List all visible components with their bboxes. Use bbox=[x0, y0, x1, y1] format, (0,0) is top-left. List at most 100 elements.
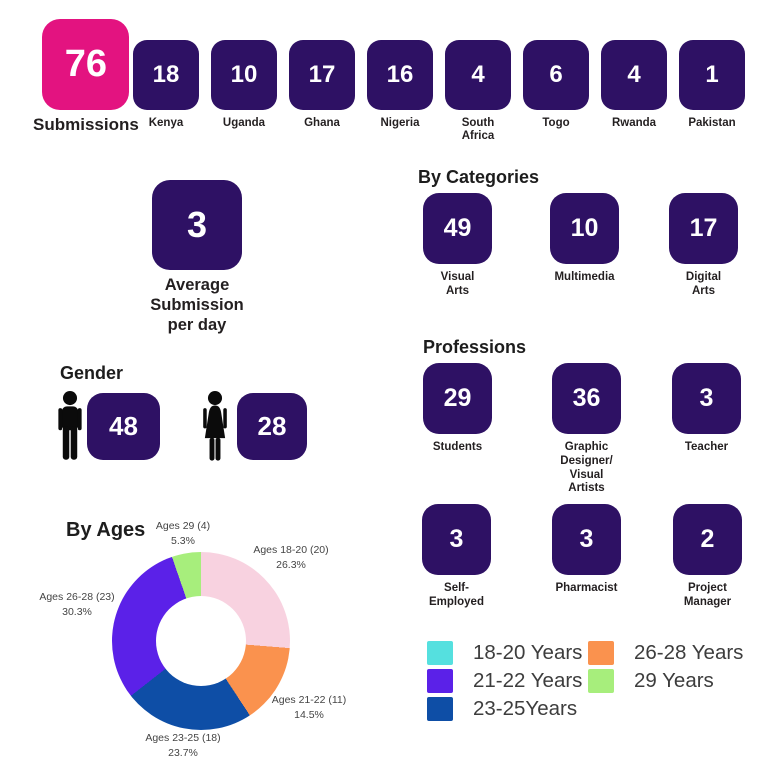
donut-label-ages-18-20: Ages 18-20 (20) 26.3% bbox=[226, 543, 356, 572]
profession-box: 3 bbox=[422, 504, 491, 575]
country-box: 10 bbox=[211, 40, 277, 110]
profession-stat-students: 29 Students bbox=[423, 363, 492, 455]
donut-label-pct: 30.3% bbox=[62, 605, 92, 618]
donut-label-pct: 26.3% bbox=[276, 558, 306, 571]
donut-label-text: Ages 26-28 (23) bbox=[39, 591, 115, 603]
country-value: 16 bbox=[386, 61, 414, 88]
legend-item-23-25: 23-25Years bbox=[427, 697, 577, 721]
country-box: 6 bbox=[523, 40, 589, 110]
legend-swatch-21-22 bbox=[427, 669, 453, 693]
country-label: South Africa bbox=[461, 117, 495, 143]
profession-label: Pharmacist bbox=[555, 582, 618, 594]
legend-swatch-29 bbox=[588, 669, 614, 693]
male-count: 48 bbox=[109, 411, 138, 441]
donut-label-ages-23-25: Ages 23-25 (18) 23.7% bbox=[118, 731, 248, 760]
submissions-label: Submissions bbox=[33, 115, 139, 134]
donut-label-text: Ages 21-22 (11) bbox=[271, 694, 347, 706]
legend-label: 23-25Years bbox=[473, 697, 578, 720]
category-label: Multimedia bbox=[554, 271, 615, 283]
donut-label-ages-21-22: Ages 21-22 (11) 14.5% bbox=[244, 693, 374, 722]
average-submission-stat: 3 Average Submission per day bbox=[142, 180, 252, 335]
gender-heading: Gender bbox=[60, 363, 124, 383]
donut-label-text: Ages 23-25 (18) bbox=[145, 732, 221, 744]
country-stat-pakistan: 1 Pakistan bbox=[679, 40, 745, 143]
professions-heading: Professions bbox=[423, 337, 527, 357]
ages-heading: By Ages bbox=[66, 519, 146, 541]
profession-label: Students bbox=[432, 441, 483, 453]
category-value: 10 bbox=[570, 214, 599, 242]
country-label: Kenya bbox=[148, 117, 184, 129]
country-value: 4 bbox=[627, 61, 641, 88]
profession-value: 36 bbox=[572, 384, 601, 412]
profession-stat-graphic-designer: 36 Graphic Designer/ Visual Artists bbox=[552, 363, 621, 496]
profession-stat-teacher: 3 Teacher bbox=[672, 363, 741, 455]
average-label: Average Submission per day bbox=[150, 276, 244, 334]
submissions-value: 76 bbox=[64, 43, 108, 85]
country-stat-togo: 6 Togo bbox=[523, 40, 589, 143]
donut-label-pct: 23.7% bbox=[168, 746, 198, 759]
profession-value: 3 bbox=[449, 525, 464, 553]
legend-swatch-23-25 bbox=[427, 697, 453, 721]
male-count-box: 48 bbox=[87, 393, 160, 460]
country-label: Uganda bbox=[222, 117, 266, 129]
ages-donut-chart bbox=[112, 552, 290, 730]
male-icon bbox=[54, 391, 86, 465]
average-value: 3 bbox=[186, 204, 208, 245]
donut-label-text: Ages 18-20 (20) bbox=[253, 544, 329, 556]
countries-row: 18 Kenya 10 Uganda 17 Ghana 16 Nigeria 4… bbox=[133, 40, 745, 143]
category-stat-multimedia: 10 Multimedia bbox=[550, 193, 619, 285]
donut-label-text: Ages 29 (4) bbox=[155, 520, 211, 532]
country-value: 17 bbox=[308, 61, 336, 88]
profession-stat-pharmacist: 3 Pharmacist bbox=[552, 504, 621, 596]
country-stat-rwanda: 4 Rwanda bbox=[601, 40, 667, 143]
donut-hole bbox=[156, 596, 246, 686]
category-label: Digital Arts bbox=[685, 271, 722, 297]
country-box: 4 bbox=[601, 40, 667, 110]
profession-stat-self-employed: 3 Self- Employed bbox=[422, 504, 491, 610]
category-stat-digital-arts: 17 Digital Arts bbox=[669, 193, 738, 299]
average-box: 3 bbox=[152, 180, 242, 270]
country-value: 18 bbox=[152, 61, 180, 88]
legend-label: 29 Years bbox=[634, 669, 714, 692]
country-value: 10 bbox=[230, 61, 258, 88]
female-count: 28 bbox=[257, 411, 287, 441]
profession-label: Project Manager bbox=[683, 582, 732, 608]
country-stat-kenya: 18 Kenya bbox=[133, 40, 199, 143]
legend-item-18-20: 18-20 Years bbox=[427, 641, 582, 665]
country-value: 4 bbox=[471, 61, 485, 88]
submissions-box: 76 bbox=[42, 19, 130, 110]
country-value: 1 bbox=[705, 61, 719, 88]
category-value: 17 bbox=[689, 214, 718, 242]
country-box: 16 bbox=[367, 40, 433, 110]
country-label: Pakistan bbox=[688, 117, 736, 129]
donut-label-pct: 14.5% bbox=[294, 708, 324, 721]
legend-item-26-28: 26-28 Years bbox=[588, 641, 743, 665]
legend-label: 18-20 Years bbox=[473, 641, 583, 664]
profession-box: 29 bbox=[423, 363, 492, 434]
country-value: 6 bbox=[549, 61, 563, 88]
donut-label-ages-26-28: Ages 26-28 (23) 30.3% bbox=[12, 590, 142, 619]
country-box: 1 bbox=[679, 40, 745, 110]
country-stat-ghana: 17 Ghana bbox=[289, 40, 355, 143]
country-box: 18 bbox=[133, 40, 199, 110]
donut-label-pct: 5.3% bbox=[171, 534, 195, 547]
profession-value: 29 bbox=[443, 384, 472, 412]
country-label: Nigeria bbox=[380, 117, 420, 129]
profession-stat-project-manager: 2 Project Manager bbox=[673, 504, 742, 610]
profession-box: 3 bbox=[672, 363, 741, 434]
legend-swatch-26-28 bbox=[588, 641, 614, 665]
category-box: 49 bbox=[423, 193, 492, 264]
profession-label: Self- Employed bbox=[429, 582, 484, 608]
profession-box: 3 bbox=[552, 504, 621, 575]
country-stat-uganda: 10 Uganda bbox=[211, 40, 277, 143]
country-label: Togo bbox=[542, 117, 570, 129]
country-box: 4 bbox=[445, 40, 511, 110]
legend-label: 26-28 Years bbox=[634, 641, 744, 664]
category-stat-visual-arts: 49 Visual Arts bbox=[423, 193, 492, 299]
legend-item-29: 29 Years bbox=[588, 669, 714, 693]
profession-label: Graphic Designer/ Visual Artists bbox=[560, 441, 613, 495]
legend-item-21-22: 21-22 Years bbox=[427, 669, 582, 693]
donut-label-ages-29: Ages 29 (4) 5.3% bbox=[118, 519, 248, 548]
category-label: Visual Arts bbox=[440, 271, 475, 297]
category-value: 49 bbox=[443, 214, 472, 242]
